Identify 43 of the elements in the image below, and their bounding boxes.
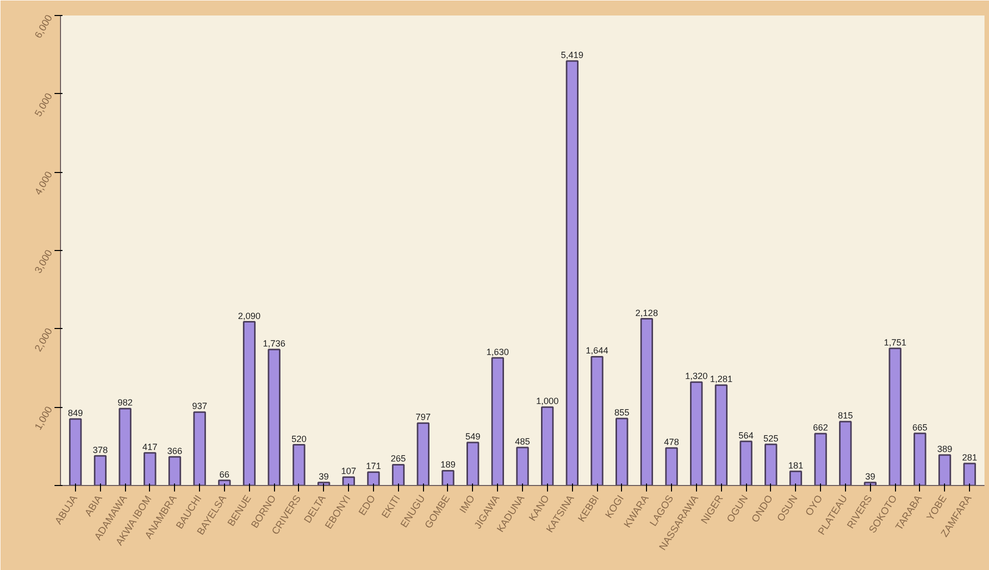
data-label: 181 bbox=[788, 460, 804, 470]
data-label: 1,000 bbox=[536, 396, 559, 406]
y-tick-label: 4,000 bbox=[33, 170, 56, 198]
data-label: 662 bbox=[813, 422, 828, 433]
data-label: 564 bbox=[738, 430, 754, 440]
data-label: 39 bbox=[318, 471, 329, 482]
data-label: 417 bbox=[142, 442, 158, 452]
y-tick-label: 1,000 bbox=[33, 404, 56, 432]
data-label: 366 bbox=[167, 446, 182, 456]
data-label: 378 bbox=[92, 444, 108, 455]
data-label: 107 bbox=[341, 466, 356, 476]
data-label: 849 bbox=[68, 408, 83, 418]
data-label: 265 bbox=[390, 454, 406, 464]
data-label: 1,736 bbox=[262, 338, 286, 349]
data-label: 855 bbox=[614, 408, 630, 418]
data-label: 389 bbox=[937, 444, 952, 454]
y-tick-label: 5,000 bbox=[33, 91, 56, 119]
data-label: 1,281 bbox=[710, 374, 732, 384]
data-label: 171 bbox=[366, 461, 381, 472]
data-label: 520 bbox=[291, 434, 306, 444]
data-label: 665 bbox=[912, 422, 928, 432]
data-label: 937 bbox=[192, 401, 208, 412]
data-label: 485 bbox=[514, 436, 530, 447]
y-tick-label: 3,000 bbox=[33, 248, 56, 276]
data-label: 815 bbox=[838, 410, 853, 421]
data-label: 549 bbox=[465, 431, 480, 442]
data-label: 66 bbox=[219, 469, 230, 480]
data-label: 1,644 bbox=[586, 346, 608, 356]
data-label: 982 bbox=[118, 398, 133, 408]
data-label: 478 bbox=[664, 437, 680, 448]
y-tick-label: 2,000 bbox=[33, 326, 56, 354]
data-label: 797 bbox=[416, 412, 431, 422]
data-label: 5,419 bbox=[560, 50, 584, 60]
data-label: 39 bbox=[865, 471, 876, 482]
data-label: 281 bbox=[962, 452, 978, 462]
data-label: 1,630 bbox=[486, 346, 509, 357]
data-label: 2,128 bbox=[635, 308, 658, 318]
data-label: 189 bbox=[440, 460, 456, 470]
data-label: 525 bbox=[763, 433, 778, 444]
data-label: 1,320 bbox=[685, 371, 708, 382]
y-tick-label: 6,000 bbox=[33, 12, 56, 40]
data-label: 2,090 bbox=[238, 310, 261, 321]
data-label: 1,751 bbox=[884, 337, 906, 348]
